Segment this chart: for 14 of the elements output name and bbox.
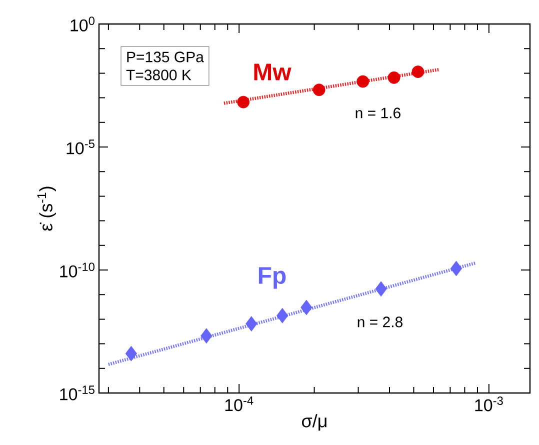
- series-label: Fp: [258, 267, 286, 289]
- y-tick-label: 10$^{-10}$: [60, 262, 94, 278]
- annotation: P=135 GPa: [127, 52, 204, 62]
- y-tick-label: 10$^{0}$: [70, 16, 94, 32]
- annotation: n = 1.6: [356, 108, 400, 118]
- y-axis-title: ε̇ (s$^{-1}$): [37, 186, 56, 231]
- annotation: T=3800 K: [126, 70, 192, 80]
- y-tick-label: 10$^{-5}$: [66, 140, 94, 154]
- y-tick-label: 10$^{-15}$: [60, 386, 94, 400]
- annotation: n = 2.8: [358, 316, 402, 328]
- x-axis-title: σ/μ: [302, 414, 326, 431]
- series-label: Mw: [254, 64, 292, 80]
- x-tick-label: 10$^{-4}$: [225, 396, 254, 412]
- x-tick-label: 10$^{-3}$: [475, 396, 503, 412]
